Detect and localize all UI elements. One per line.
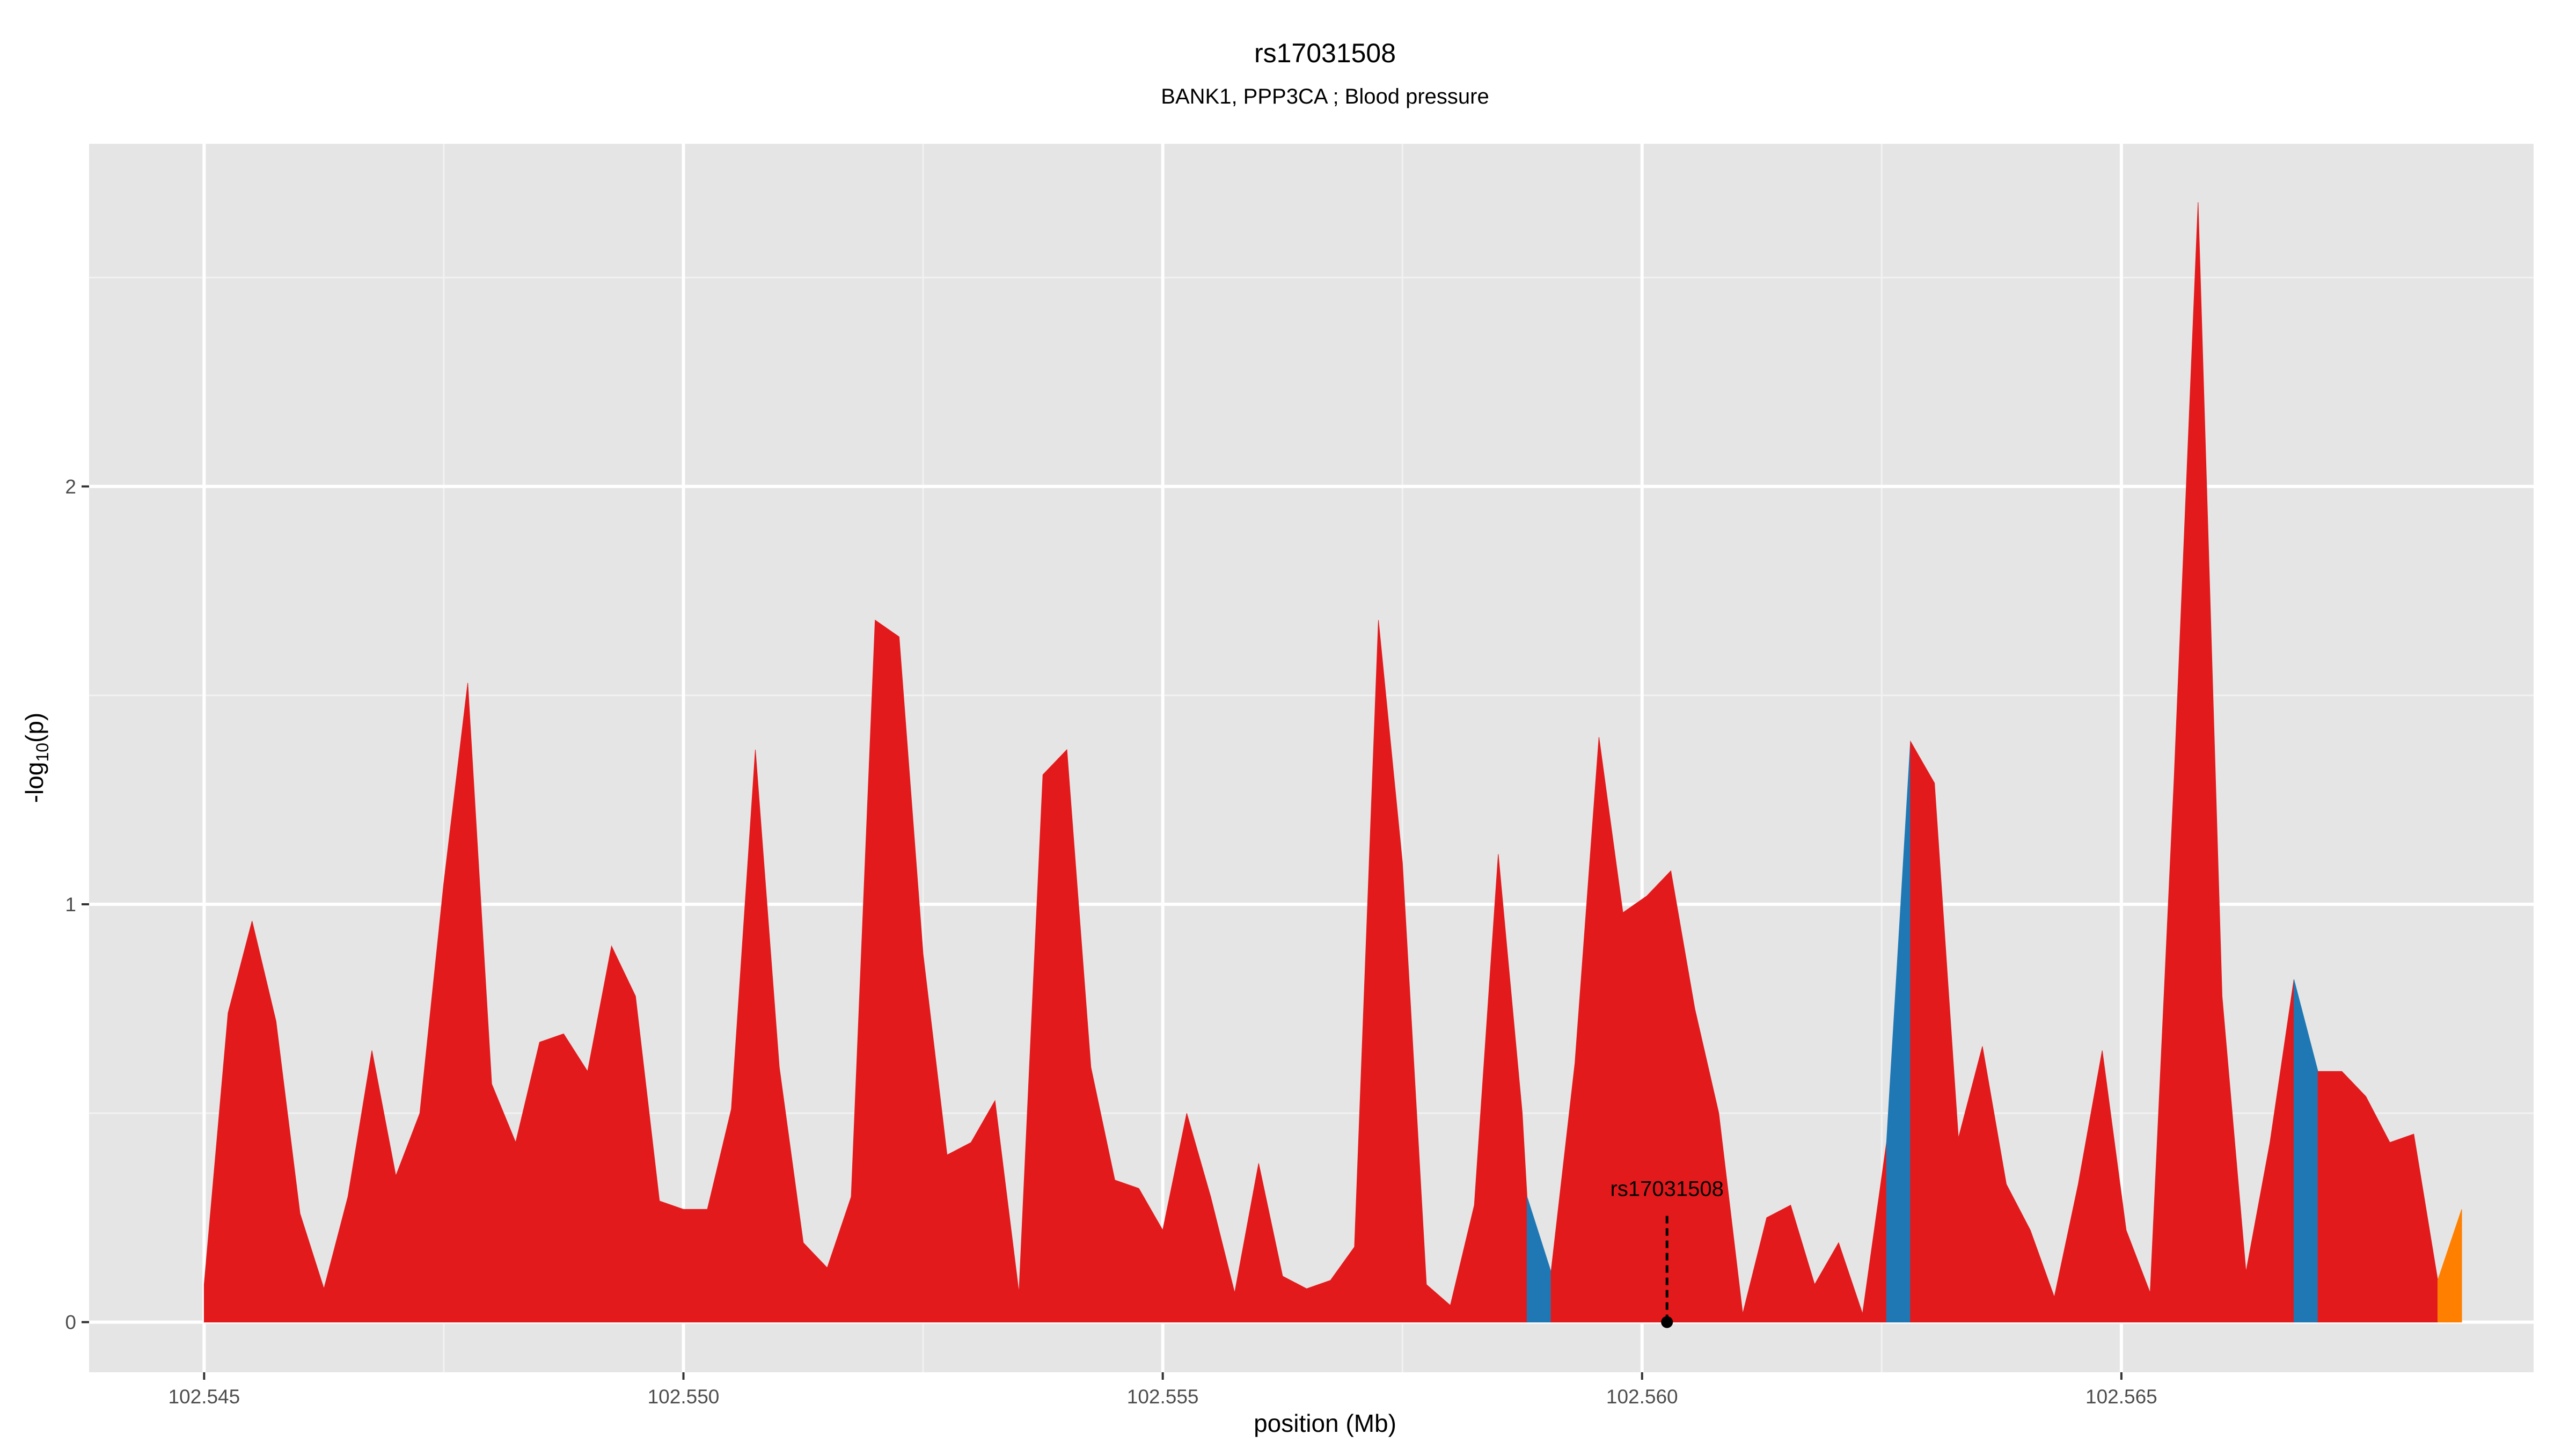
annotations: rs17031508 <box>1611 1177 1724 1328</box>
annotation-label: rs17031508 <box>1611 1177 1724 1201</box>
y-axis: 0 1 2 <box>65 475 89 1334</box>
y-axis-title-tail: (p) <box>20 713 48 743</box>
area-segment-7-orange <box>2437 1209 2462 1323</box>
y-axis-title-main: -log <box>20 762 48 803</box>
y-tick-label: 2 <box>65 475 76 497</box>
y-tick-label: 1 <box>65 894 76 916</box>
y-axis-title-subscript: 10 <box>33 743 52 762</box>
chart-title: rs17031508 <box>1254 38 1396 68</box>
area-series <box>203 202 2462 1323</box>
chart-subtitle: BANK1, PPP3CA ; Blood pressure <box>1161 85 1489 108</box>
x-tick-label: 102.545 <box>168 1386 240 1408</box>
area-segment-2-red <box>1550 737 1887 1323</box>
x-tick-label: 102.565 <box>2085 1386 2157 1408</box>
x-axis-title: position (Mb) <box>1254 1409 1396 1437</box>
y-axis-title: -log10(p) <box>20 713 52 803</box>
y-tick-label: 0 <box>65 1312 76 1334</box>
x-tick-label: 102.560 <box>1606 1386 1678 1408</box>
x-tick-label: 102.550 <box>648 1386 720 1408</box>
minor-gridlines <box>89 144 2534 1372</box>
x-axis: 102.545 102.550 102.555 102.560 102.565 <box>168 1372 2157 1408</box>
x-tick-label: 102.555 <box>1127 1386 1199 1408</box>
area-segment-4-red <box>1910 202 2294 1323</box>
annotation-point <box>1661 1316 1673 1328</box>
area-segment-0-red <box>203 619 1527 1323</box>
